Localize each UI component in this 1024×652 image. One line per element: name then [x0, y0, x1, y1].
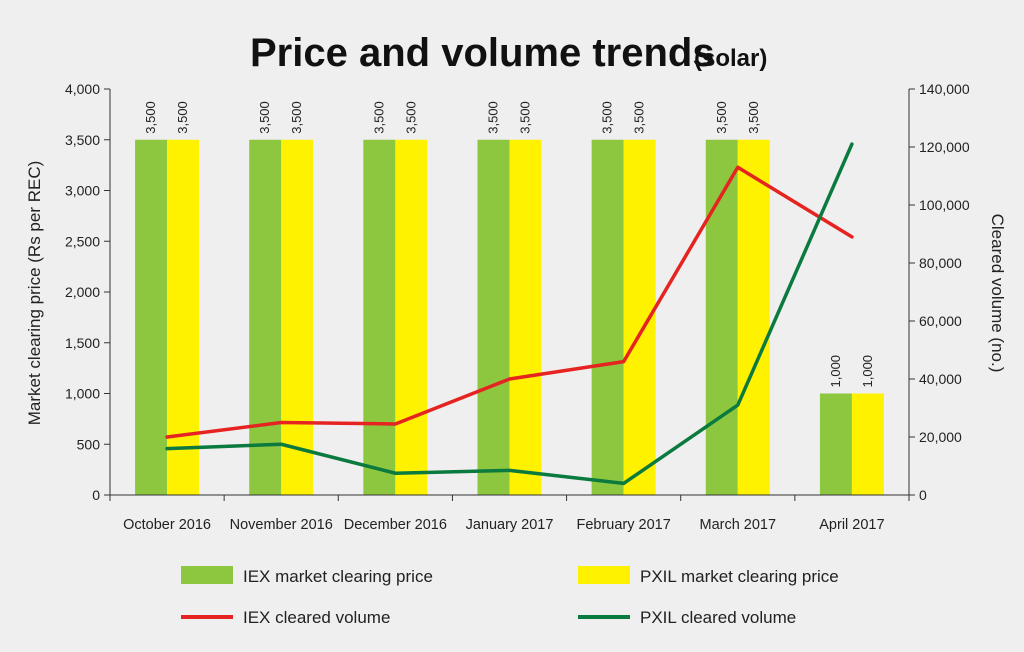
bar-iex [477, 139, 510, 495]
x-category-label: October 2016 [123, 517, 211, 533]
bar-iex [135, 139, 168, 495]
y-tick-label: 2,000 [65, 284, 100, 300]
legend-swatch-iex-price [181, 566, 233, 584]
y-tick-label: 500 [77, 436, 101, 452]
chart-title: Price and volume trends [250, 31, 715, 75]
bar-series-group [135, 139, 884, 495]
legend-label-pxil-volume: PXIL cleared volume [640, 608, 796, 627]
x-category-label: January 2017 [466, 517, 554, 533]
bar-data-label: 3,500 [371, 101, 386, 134]
bar-pxil [395, 139, 428, 495]
y-axis-ticks: 0 500 1,000 1,500 2,000 2,500 3,000 3,500 4,000 [65, 81, 110, 503]
bar-iex [249, 139, 282, 495]
x-category-label: December 2016 [344, 517, 447, 533]
bar-data-label: 3,500 [257, 101, 272, 134]
y-tick-label: 2,500 [65, 233, 100, 249]
bar-data-label: 3,500 [175, 101, 190, 134]
bar-data-label: 3,500 [486, 101, 501, 134]
y-tick-label: 0 [92, 487, 100, 503]
bar-labels-group: 3,500 3,500 3,500 3,500 3,500 3,500 1,000 3,500… [143, 101, 875, 387]
bar-data-label: 3,500 [600, 101, 615, 134]
bar-data-label: 3,500 [746, 101, 761, 134]
y2-tick-label: 140,000 [919, 81, 970, 97]
line-series-group [165, 142, 854, 486]
bar-iex [819, 393, 852, 495]
chart-subtitle: (solar) [694, 45, 767, 72]
bar-data-label: 3,500 [403, 101, 418, 134]
y-tick-label: 3,500 [65, 132, 100, 148]
y-tick-label: 1,500 [65, 335, 100, 351]
y2-tick-label: 100,000 [919, 197, 970, 213]
bar-data-label: 3,500 [143, 101, 158, 134]
x-category-label: February 2017 [576, 517, 670, 533]
y2-tick-label: 80,000 [919, 255, 962, 271]
bar-pxil [167, 139, 200, 495]
y2-tick-label: 60,000 [919, 313, 962, 329]
x-category-label: November 2016 [230, 517, 333, 533]
line-iex-volume [165, 165, 854, 439]
bar-data-label: 1,000 [828, 355, 843, 388]
bar-data-label: 3,500 [632, 101, 647, 134]
bar-data-label: 1,000 [860, 355, 875, 388]
y-axis-label: Market clearing price (Rs per REC) [25, 161, 44, 426]
y-tick-label: 3,000 [65, 183, 100, 199]
axes-group [109, 89, 910, 501]
bar-pxil [509, 139, 542, 495]
y2-axis-label: Cleared volume (no.) [988, 214, 1007, 373]
y-tick-label: 1,000 [65, 386, 100, 402]
bar-pxil [281, 139, 314, 495]
bar-pxil [737, 139, 770, 495]
line-pxil-volume [165, 142, 854, 486]
y-tick-label: 4,000 [65, 81, 100, 97]
y2-tick-label: 0 [919, 487, 927, 503]
y2-tick-label: 20,000 [919, 429, 962, 445]
bar-pxil [851, 393, 884, 495]
legend-label-iex-price: IEX market clearing price [243, 567, 433, 586]
y2-axis-ticks: 0 20,000 40,000 60,000 80,000 100,000 120,000 1… [909, 81, 970, 503]
bar-data-label: 3,500 [518, 101, 533, 134]
x-category-label: April 2017 [819, 517, 884, 533]
bar-iex [591, 139, 624, 495]
legend: IEX market clearing price PXIL market cl… [181, 566, 839, 627]
bar-iex [705, 139, 738, 495]
y2-tick-label: 120,000 [919, 139, 970, 155]
category-labels: October 2016 November 2016 December 2016 Ja… [123, 517, 884, 533]
legend-label-iex-volume: IEX cleared volume [243, 608, 390, 627]
legend-label-pxil-price: PXIL market clearing price [640, 567, 839, 586]
y2-tick-label: 40,000 [919, 371, 962, 387]
x-category-label: March 2017 [699, 517, 776, 533]
bar-data-label: 3,500 [714, 101, 729, 134]
bar-data-label: 3,500 [289, 101, 304, 134]
legend-swatch-pxil-price [578, 566, 630, 584]
bar-iex [363, 139, 396, 495]
